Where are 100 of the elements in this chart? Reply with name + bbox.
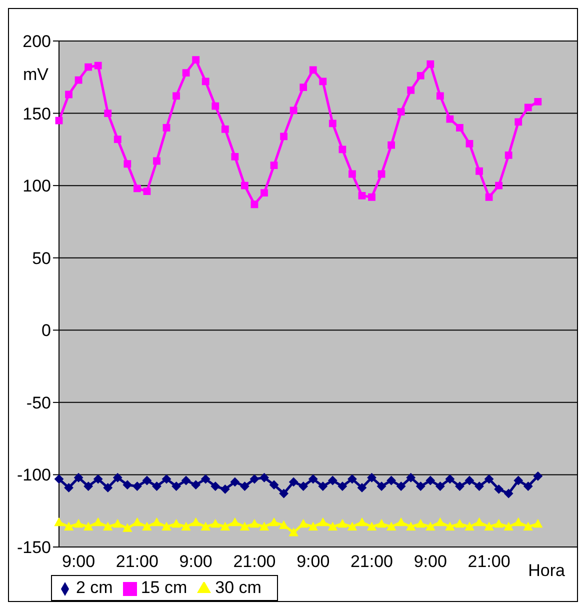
point (357, 518, 366, 526)
point (367, 522, 376, 530)
point (426, 60, 434, 68)
x-tick-label: 9:00 (414, 552, 447, 572)
point (397, 108, 405, 116)
point (524, 482, 533, 491)
point (94, 62, 102, 70)
point (504, 152, 512, 159)
point (357, 483, 366, 492)
point (182, 476, 191, 485)
point (220, 522, 230, 530)
point (426, 522, 435, 530)
point (142, 476, 152, 485)
point (464, 476, 474, 485)
point (122, 480, 132, 490)
point (348, 170, 356, 178)
point (152, 482, 162, 491)
point (318, 518, 328, 526)
point (406, 522, 416, 530)
point (231, 152, 239, 160)
x-axis-title: Hora (528, 561, 565, 581)
y-tick-label: 50 (32, 248, 51, 268)
point (64, 483, 74, 492)
point (113, 519, 122, 528)
x-tick-label: 9:00 (62, 552, 96, 572)
point (377, 482, 386, 491)
point (367, 473, 376, 482)
point (514, 118, 522, 126)
point (201, 474, 210, 484)
point (484, 474, 494, 484)
point (152, 518, 162, 526)
x-tick-label: 21:00 (116, 552, 158, 572)
x-tick-label: 21:00 (233, 552, 276, 572)
point (103, 522, 112, 530)
point (270, 518, 279, 526)
point (474, 518, 484, 526)
point (132, 482, 142, 491)
point (289, 528, 298, 536)
point (132, 518, 142, 526)
point (318, 482, 328, 491)
point (230, 518, 240, 526)
point (84, 482, 93, 491)
x-tick-label: 21:00 (350, 552, 394, 572)
point (250, 200, 258, 208)
point (192, 56, 200, 64)
point (309, 66, 317, 74)
point (182, 69, 190, 77)
point (338, 482, 347, 491)
point (289, 477, 298, 486)
point (240, 482, 250, 491)
point (84, 63, 92, 71)
point (485, 193, 493, 201)
point (300, 84, 308, 91)
point (122, 524, 132, 532)
point (104, 110, 112, 117)
point (172, 482, 181, 491)
point (484, 522, 494, 530)
point (416, 519, 426, 528)
point (153, 157, 160, 165)
point (514, 518, 523, 526)
point (298, 482, 308, 491)
point (426, 476, 435, 485)
legend-label: 2 cm (76, 578, 113, 597)
y-tick-label: 100 (22, 176, 51, 196)
point (407, 86, 415, 94)
point (260, 473, 269, 482)
point (172, 92, 180, 100)
point (210, 519, 220, 528)
point (54, 518, 64, 526)
point (221, 125, 229, 133)
point (446, 115, 454, 123)
point (270, 162, 278, 170)
point (319, 78, 327, 86)
point (241, 182, 248, 190)
point (230, 477, 240, 486)
point (436, 482, 445, 491)
point (494, 484, 504, 494)
point (436, 518, 445, 526)
point (290, 106, 298, 114)
point (55, 116, 63, 124)
point (494, 519, 504, 528)
point (436, 92, 444, 100)
y-tick-label: -50 (26, 393, 51, 412)
point (94, 518, 103, 526)
x-tick-label: 9:00 (179, 552, 212, 572)
point (466, 140, 474, 148)
point (416, 482, 426, 491)
point (74, 473, 84, 482)
x-tick-label: 21:00 (468, 552, 510, 572)
point (464, 522, 474, 530)
point (298, 519, 308, 528)
x-tick-label: 9:00 (296, 552, 330, 572)
point (358, 192, 366, 200)
point (386, 522, 396, 530)
point (279, 520, 288, 530)
point (504, 489, 514, 498)
point (455, 519, 464, 528)
point (260, 522, 269, 530)
point (388, 141, 395, 149)
point (456, 124, 464, 132)
